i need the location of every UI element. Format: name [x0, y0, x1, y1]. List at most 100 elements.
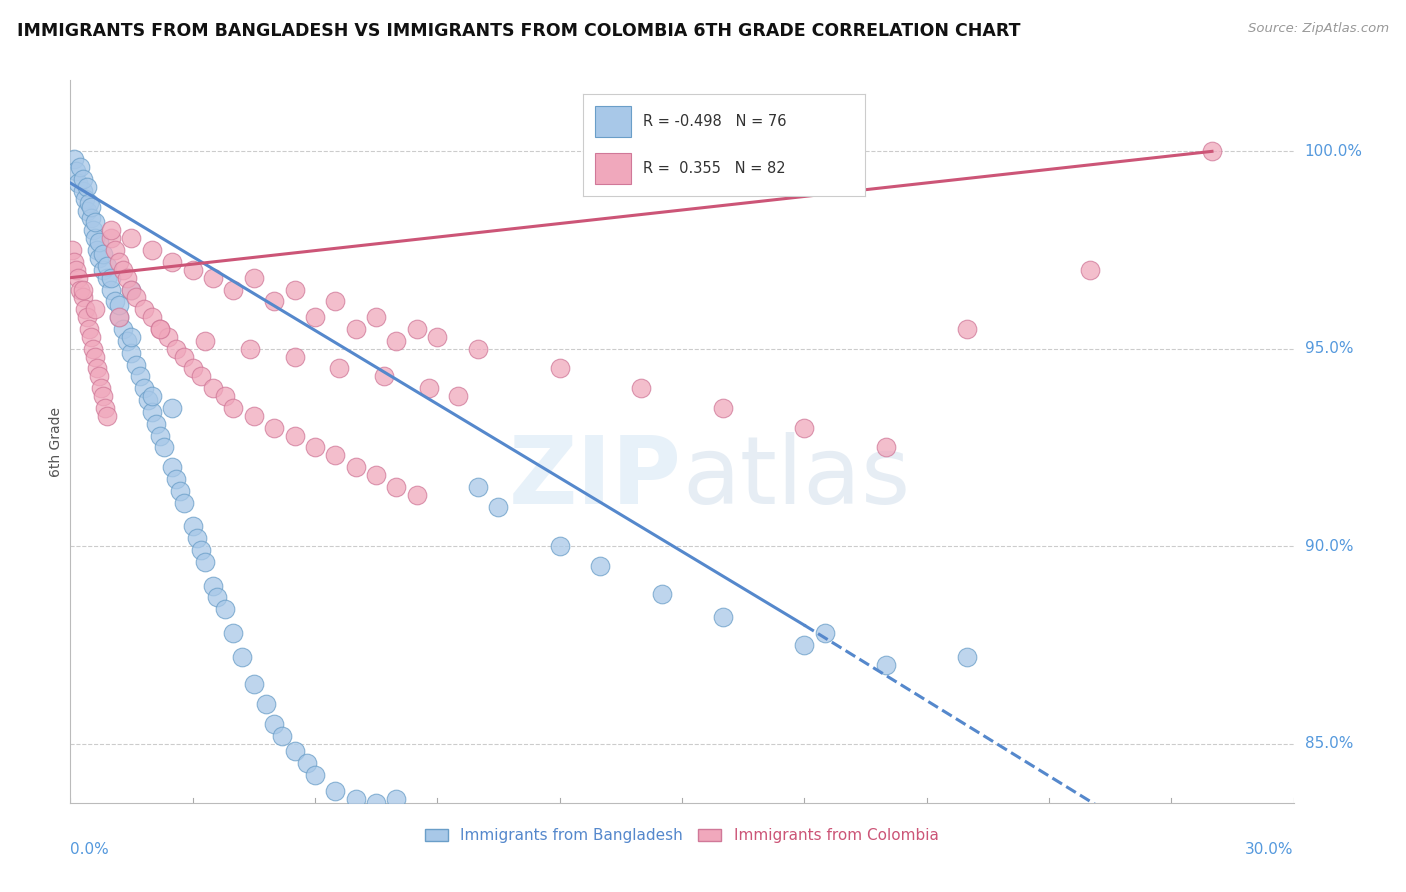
Point	[202, 270, 225, 285]
Text: 30.0%: 30.0%	[1246, 842, 1294, 856]
Text: 85.0%: 85.0%	[1305, 736, 1353, 751]
Point	[121, 231, 143, 245]
Point	[149, 322, 172, 336]
Point	[1201, 145, 1223, 159]
Point	[121, 283, 143, 297]
Text: ZIP: ZIP	[509, 432, 682, 524]
Point	[222, 626, 245, 640]
Point	[205, 591, 228, 605]
Point	[65, 164, 87, 178]
Point	[100, 270, 122, 285]
Point	[263, 294, 285, 309]
Point	[153, 441, 176, 455]
Point	[73, 192, 96, 206]
Point	[91, 262, 114, 277]
Point	[304, 441, 326, 455]
Point	[83, 215, 105, 229]
Point	[650, 586, 672, 600]
Point	[77, 195, 100, 210]
Point	[79, 200, 103, 214]
Point	[426, 330, 449, 344]
Point	[72, 290, 94, 304]
Point	[162, 255, 183, 269]
Point	[956, 649, 979, 664]
Point	[284, 428, 307, 442]
Point	[112, 262, 135, 277]
Point	[165, 472, 187, 486]
Point	[214, 602, 236, 616]
Point	[194, 555, 217, 569]
Point	[124, 358, 146, 372]
Text: 95.0%: 95.0%	[1305, 342, 1353, 356]
Point	[104, 294, 127, 309]
Point	[87, 251, 110, 265]
Point	[86, 243, 108, 257]
Text: 0.0%: 0.0%	[70, 842, 110, 856]
Point	[128, 369, 150, 384]
Point	[162, 401, 183, 415]
Point	[194, 334, 217, 348]
Point	[328, 361, 350, 376]
Point	[793, 421, 815, 435]
Point	[112, 322, 135, 336]
Point	[190, 543, 212, 558]
Point	[243, 270, 266, 285]
Point	[344, 792, 367, 806]
Point	[69, 283, 91, 297]
Point	[202, 579, 225, 593]
Point	[121, 345, 143, 359]
Point	[76, 180, 98, 194]
Point	[222, 401, 245, 415]
Point	[67, 270, 90, 285]
Point	[108, 298, 131, 312]
Point	[117, 270, 139, 285]
Point	[231, 649, 253, 664]
Point	[222, 283, 245, 297]
Point	[83, 302, 105, 317]
Y-axis label: 6th Grade: 6th Grade	[49, 407, 63, 476]
Point	[79, 211, 103, 226]
Point	[548, 539, 571, 553]
Point	[169, 483, 191, 498]
Point	[385, 792, 408, 806]
Text: Source: ZipAtlas.com: Source: ZipAtlas.com	[1249, 22, 1389, 36]
Point	[82, 223, 104, 237]
Point	[263, 421, 285, 435]
Point	[100, 283, 122, 297]
Point	[87, 369, 110, 384]
Point	[141, 310, 163, 325]
Point	[190, 369, 212, 384]
Point	[181, 519, 204, 533]
Point	[121, 330, 143, 344]
Point	[96, 259, 118, 273]
Point	[67, 176, 90, 190]
Point	[96, 409, 118, 423]
Point	[214, 389, 236, 403]
Point	[91, 247, 114, 261]
Point	[488, 500, 510, 514]
Point	[100, 223, 122, 237]
Point	[72, 184, 94, 198]
Point	[793, 638, 815, 652]
Point	[108, 255, 131, 269]
Point	[141, 389, 163, 403]
Point	[304, 768, 326, 782]
Point	[295, 756, 318, 771]
Point	[132, 381, 155, 395]
Point	[63, 255, 86, 269]
Point	[72, 172, 94, 186]
Point	[630, 381, 652, 395]
Point	[124, 290, 146, 304]
Text: R =  0.355   N = 82: R = 0.355 N = 82	[643, 161, 785, 176]
Point	[181, 262, 204, 277]
Point	[96, 270, 118, 285]
FancyBboxPatch shape	[595, 106, 631, 136]
Point	[117, 334, 139, 348]
Point	[141, 405, 163, 419]
Point	[366, 796, 388, 810]
Point	[1078, 262, 1101, 277]
Point	[83, 350, 105, 364]
Point	[418, 381, 440, 395]
Point	[121, 283, 143, 297]
Text: R = -0.498   N = 76: R = -0.498 N = 76	[643, 114, 786, 128]
